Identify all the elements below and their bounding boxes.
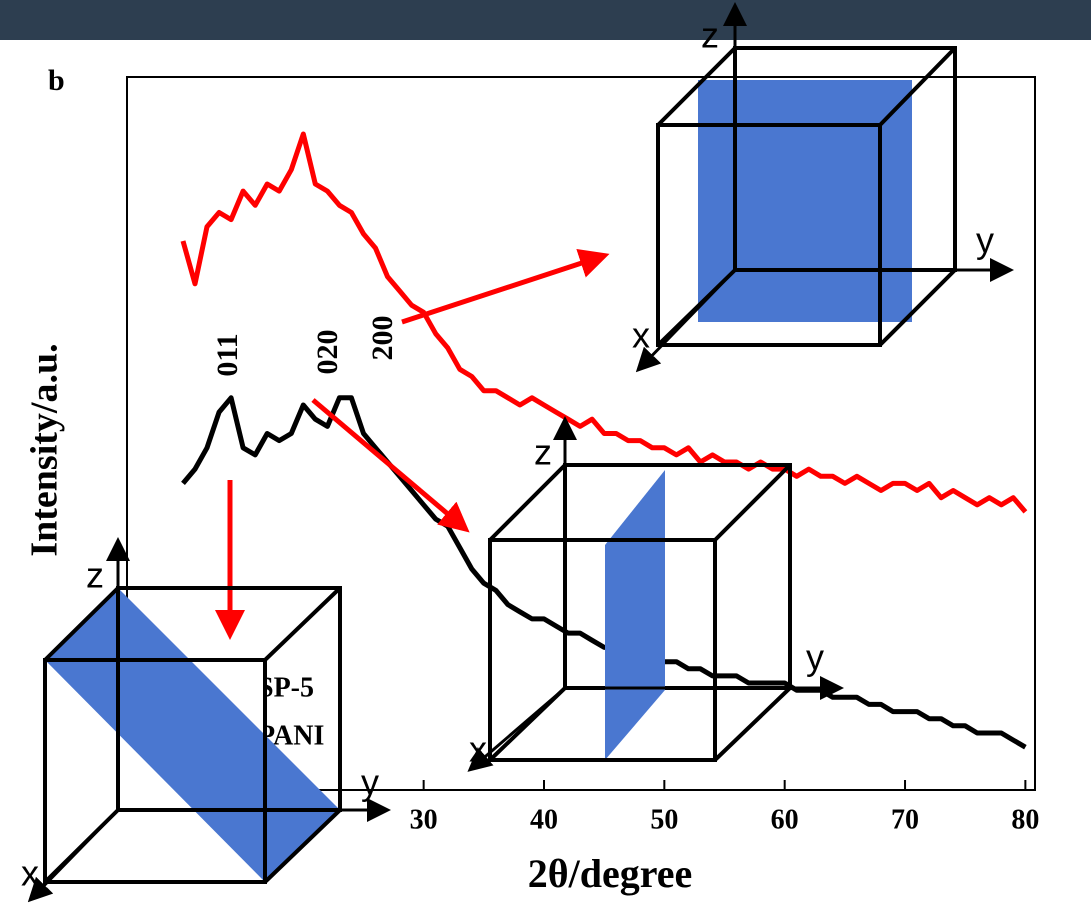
- peak-label: 200: [366, 316, 399, 361]
- axis-label: z: [534, 432, 552, 473]
- panel-label: b: [48, 64, 65, 97]
- axis-label: y: [806, 637, 824, 678]
- x-axis-label: 2θ/degree: [528, 851, 693, 896]
- axis-label: z: [86, 555, 104, 596]
- pointer-arrow: [313, 400, 462, 526]
- cube-diagram: z y x: [632, 8, 1008, 368]
- axis-label: x: [632, 315, 650, 356]
- x-tick-label: 40: [530, 804, 558, 835]
- axis-label: y: [976, 220, 994, 261]
- pointer-arrow: [402, 257, 600, 322]
- peak-label: 011: [211, 333, 244, 376]
- plane: [605, 470, 665, 760]
- axis-label: z: [701, 15, 719, 56]
- x-tick-label: 80: [1011, 804, 1039, 835]
- x-tick-label: 60: [771, 804, 799, 835]
- figure: b Intensity/a.u. 2θ/degree 1020304050607…: [0, 0, 1091, 904]
- peak-label: 020: [311, 330, 344, 375]
- axis-label: y: [361, 762, 379, 803]
- x-tick-label: 30: [410, 804, 438, 835]
- cube-diagram: z y x: [469, 422, 838, 770]
- cube-diagram: z y x: [21, 543, 385, 898]
- x-tick-label: 50: [650, 804, 678, 835]
- x-tick-label: 70: [891, 804, 919, 835]
- y-axis-label: Intensity/a.u.: [24, 343, 66, 556]
- axis-label: x: [469, 729, 487, 770]
- axis-label: x: [21, 853, 39, 894]
- overlay: z y x z y x: [21, 8, 1008, 898]
- top-bar: [0, 0, 1091, 40]
